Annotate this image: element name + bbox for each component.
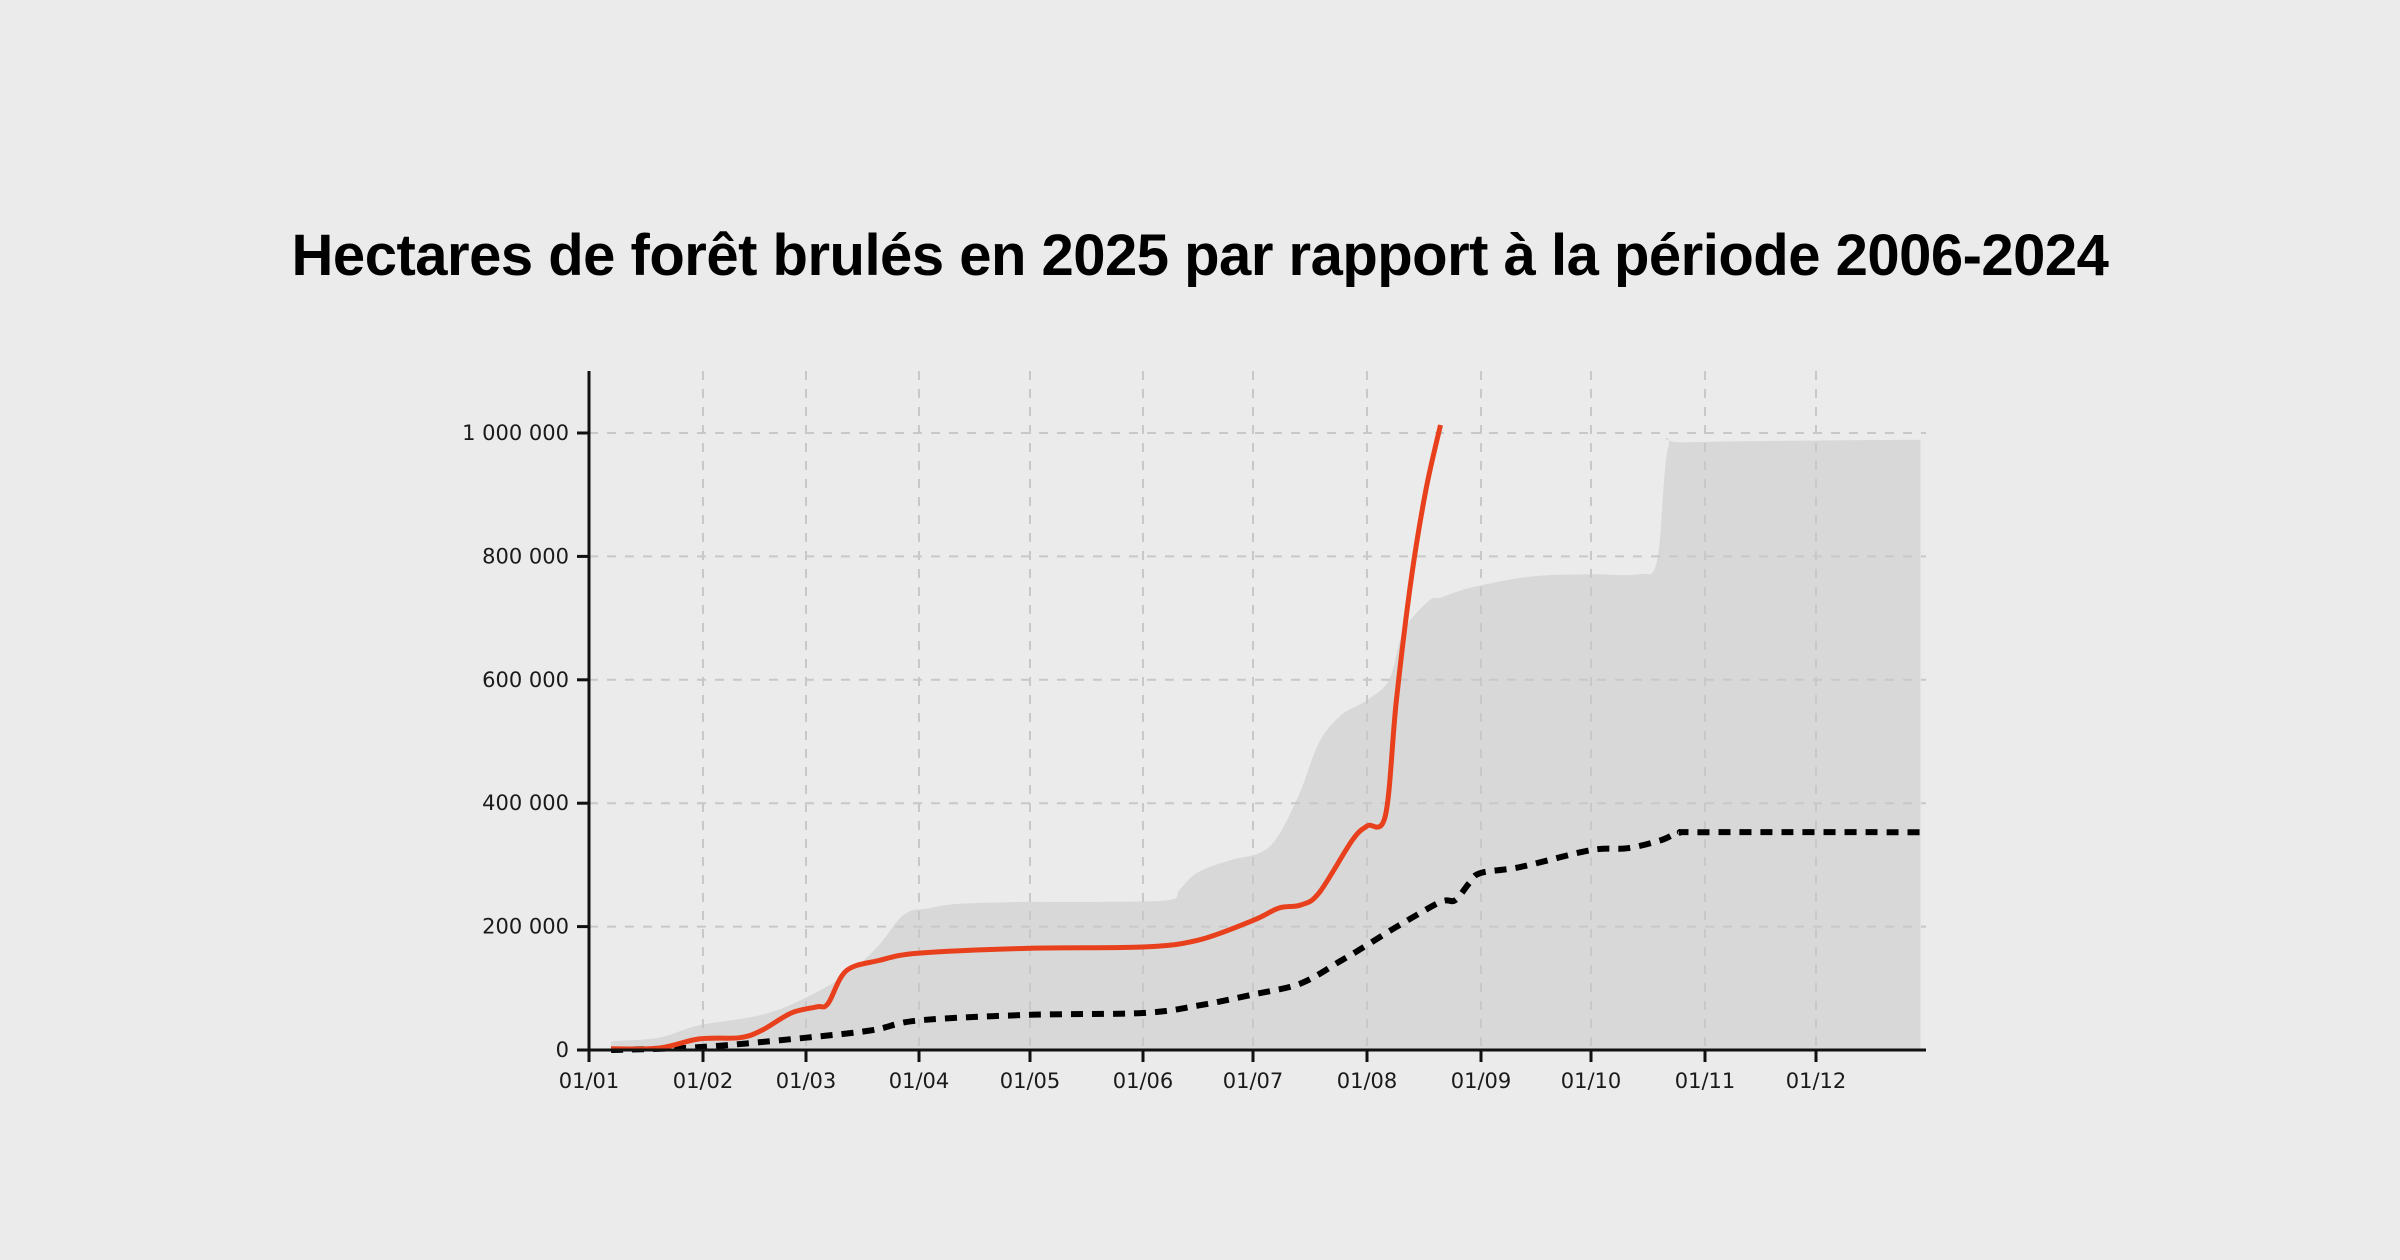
y-tick-label: 400 000 [482, 791, 569, 815]
y-tick-label: 0 [556, 1038, 569, 1062]
x-tick-label: 01/11 [1675, 1069, 1736, 1093]
line-2025-path [611, 424, 1443, 1052]
axes: 0 200 000 400 000 600 000 800 000 1 000 000 01… [462, 371, 1926, 1093]
range-area-shape [611, 437, 1921, 1050]
average-line [611, 829, 1921, 1053]
x-tick-label: 01/12 [1786, 1069, 1847, 1093]
x-tick-label: 01/02 [673, 1069, 734, 1093]
y-tick-label: 600 000 [482, 668, 569, 692]
min-max-range-area [611, 437, 1921, 1050]
x-tick-label: 01/01 [559, 1069, 620, 1093]
y-tick-label: 200 000 [482, 915, 569, 939]
x-tick-label: 01/08 [1337, 1069, 1398, 1093]
x-tick-label: 01/07 [1223, 1069, 1284, 1093]
x-tick-label: 01/04 [889, 1069, 950, 1093]
x-tick-label: 01/06 [1113, 1069, 1174, 1093]
gridlines [589, 371, 1926, 1050]
y-tick-label: 800 000 [482, 544, 569, 568]
x-tick-label: 01/10 [1561, 1069, 1622, 1093]
chart-title: Hectares de forêt brulés en 2025 par rap… [291, 223, 2109, 288]
y-tick-label: 1 000 000 [462, 421, 569, 445]
average-dotted-path [611, 829, 1921, 1053]
line-2025 [611, 424, 1443, 1052]
x-tick-label: 01/03 [776, 1069, 837, 1093]
x-tick-label: 01/05 [1000, 1069, 1061, 1093]
x-tick-label: 01/09 [1451, 1069, 1512, 1093]
